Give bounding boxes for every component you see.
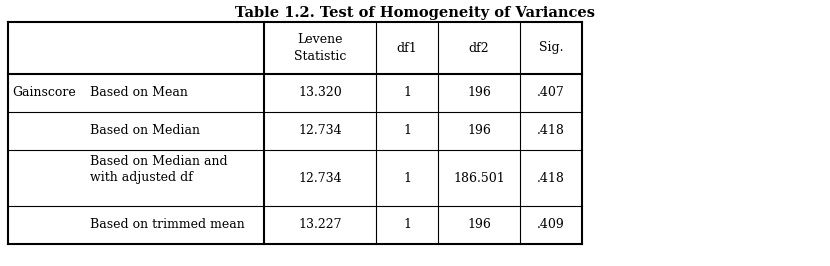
Text: 12.734: 12.734 [298,124,342,138]
Text: 1: 1 [403,172,411,185]
Text: .407: .407 [537,86,565,99]
Text: Based on trimmed mean: Based on trimmed mean [90,218,245,231]
Text: 196: 196 [467,218,491,231]
Text: Levene
Statistic: Levene Statistic [294,33,346,63]
Text: Based on Median and
with adjusted df: Based on Median and with adjusted df [90,155,227,185]
Text: .418: .418 [537,124,565,138]
Text: 196: 196 [467,86,491,99]
Text: Gainscore: Gainscore [12,86,76,99]
Text: 1: 1 [403,124,411,138]
Text: Based on Mean: Based on Mean [90,86,188,99]
Text: df2: df2 [469,41,490,55]
Text: .409: .409 [537,218,565,231]
Text: 13.320: 13.320 [298,86,342,99]
Text: Based on Median: Based on Median [90,124,200,138]
Text: 12.734: 12.734 [298,172,342,185]
Text: 1: 1 [403,86,411,99]
Text: Sig.: Sig. [539,41,564,55]
Text: Table 1.2. Test of Homogeneity of Variances: Table 1.2. Test of Homogeneity of Varian… [235,6,595,20]
Text: .418: .418 [537,172,565,185]
Text: 196: 196 [467,124,491,138]
Text: df1: df1 [397,41,417,55]
Text: 186.501: 186.501 [453,172,505,185]
Text: 13.227: 13.227 [298,218,342,231]
Text: 1: 1 [403,218,411,231]
